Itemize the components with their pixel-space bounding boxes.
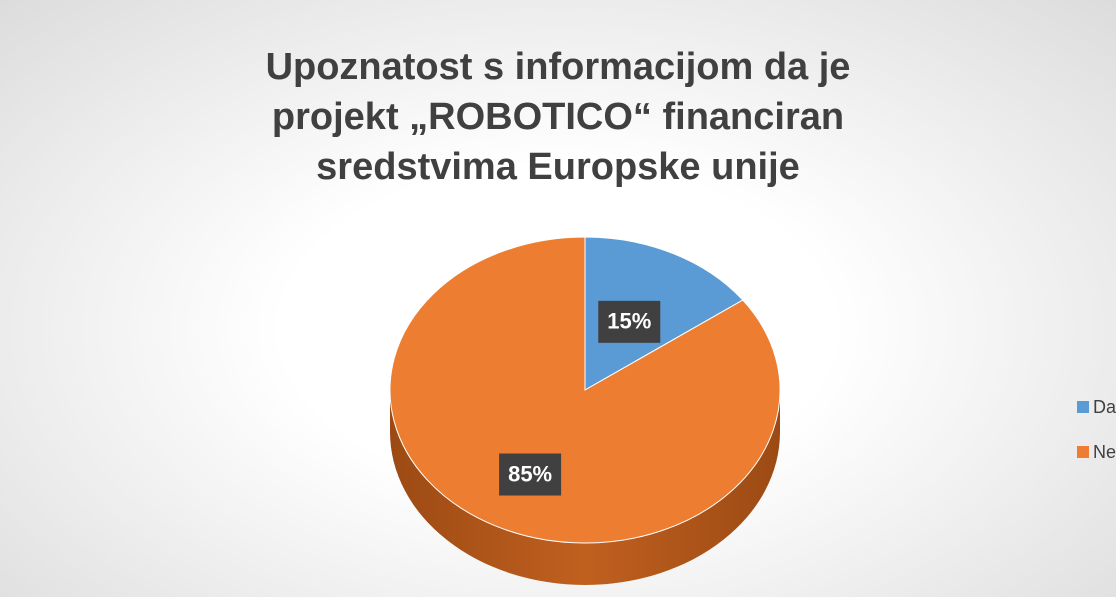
data-label-box bbox=[598, 300, 661, 343]
legend-label: Ne bbox=[1093, 442, 1116, 462]
pie-side bbox=[390, 390, 780, 585]
pie-slice bbox=[389, 236, 781, 544]
data-label-box bbox=[499, 453, 562, 496]
data-label: 15% bbox=[607, 309, 651, 334]
chart-title: Upoznatost s informacijom da je projekt … bbox=[265, 46, 851, 188]
pie-slice bbox=[584, 236, 744, 391]
legend-swatch bbox=[1077, 446, 1089, 458]
legend-label: Da bbox=[1093, 397, 1116, 417]
legend-swatch bbox=[1077, 401, 1089, 413]
data-label: 85% bbox=[508, 461, 552, 486]
